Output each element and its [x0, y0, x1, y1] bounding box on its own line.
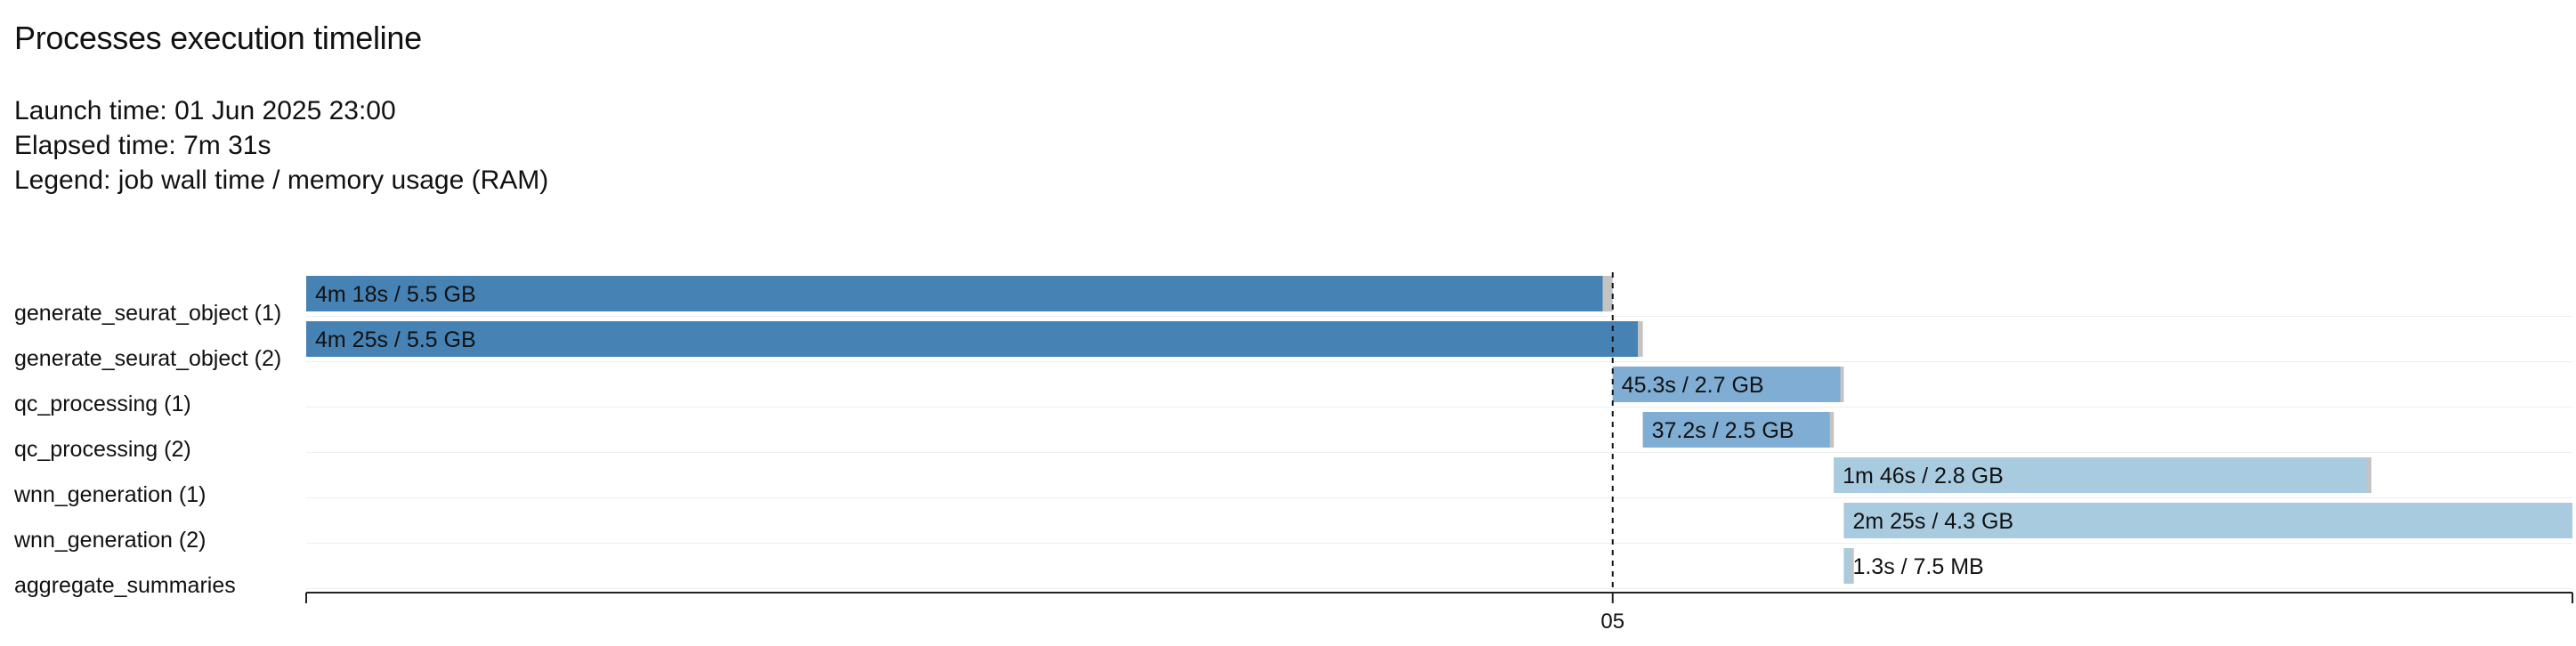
- task-wall-bar: [1642, 412, 1830, 448]
- task-name: qc_processing (1): [14, 392, 191, 416]
- task-wall-bar: [1612, 367, 1841, 402]
- task-name: generate_seurat_object (1): [14, 301, 281, 326]
- legend-text: Legend: job wall time / memory usage (RA…: [14, 166, 549, 195]
- task-name: aggregate_summaries: [14, 573, 236, 598]
- task-wall-bar: [1843, 503, 2572, 538]
- task-bar-label: 4m 25s / 5.5 GB: [315, 327, 476, 352]
- elapsed-time: Elapsed time: 7m 31s: [14, 131, 271, 160]
- page-title: Processes execution timeline: [14, 20, 422, 56]
- task-wall-bar: [306, 276, 1603, 311]
- task-bar-label: 45.3s / 2.7 GB: [1622, 373, 1764, 398]
- task-bar-label: 2m 25s / 4.3 GB: [1852, 509, 2013, 534]
- task-name: generate_seurat_object (2): [14, 346, 281, 371]
- task-wall-bar: [306, 321, 1638, 357]
- task-wall-bar: [1834, 457, 2367, 493]
- launch-time: Launch time: 01 Jun 2025 23:00: [14, 96, 396, 125]
- task-wall-bar: [1843, 548, 1851, 584]
- x-axis-tick-label: 05: [1600, 610, 1624, 634]
- task-name: wnn_generation (2): [13, 528, 206, 553]
- task-name: qc_processing (2): [14, 437, 191, 462]
- task-name: wnn_generation (1): [13, 482, 206, 507]
- task-bar-label: 4m 18s / 5.5 GB: [315, 282, 476, 307]
- task-bar-label: 1.3s / 7.5 MB: [1852, 554, 1983, 579]
- task-bar-label: 1m 46s / 2.8 GB: [1843, 464, 2004, 489]
- task-bar-label: 37.2s / 2.5 GB: [1652, 418, 1794, 443]
